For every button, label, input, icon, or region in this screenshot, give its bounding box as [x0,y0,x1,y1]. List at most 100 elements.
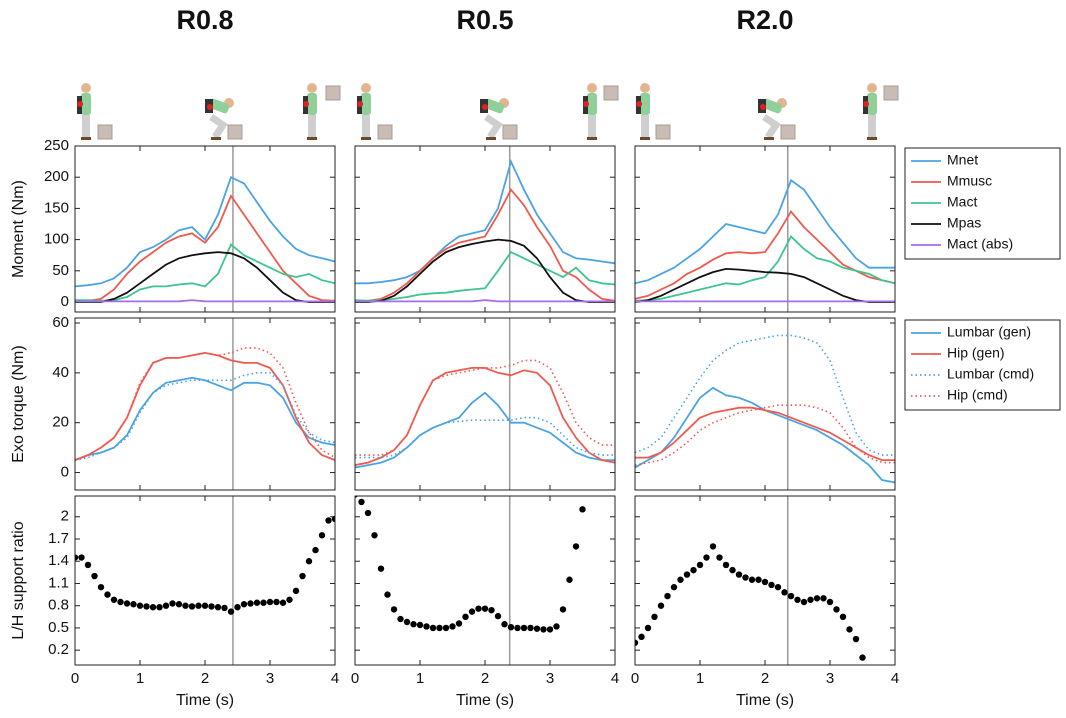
y-axis-label: Exo torque (Nm) [10,345,27,462]
point [559,606,567,613]
plot-content [75,347,335,461]
point [761,578,769,586]
point [846,626,853,633]
series-line [355,367,615,466]
legend-box [904,319,1061,411]
point [514,624,521,632]
point [260,599,267,606]
point [442,624,450,632]
point [449,623,456,630]
y-tick-label: 0.2 [48,641,69,658]
point [807,596,814,603]
frame [354,495,616,666]
point [755,576,762,583]
series-line [355,238,615,303]
series-line [355,391,615,469]
series-line [75,299,335,303]
y-tick-label: 60 [52,314,69,331]
point [286,596,293,603]
point [683,571,691,578]
x-tick-label: 3 [266,670,274,687]
y-tick-label: 50 [52,262,69,279]
point [826,598,834,606]
series-line [75,376,335,461]
series-line [75,175,335,288]
point [572,543,580,550]
x-axis-label: Time (s) [736,692,794,709]
x-tick-label: 0 [71,670,79,687]
point [384,591,391,598]
plot-area [75,318,335,490]
point [729,566,736,574]
point [787,592,795,600]
point [78,554,85,561]
point [709,543,717,550]
point [677,576,684,583]
legend-label: Mnet [947,152,978,168]
frame [74,145,336,313]
series-line [635,209,895,300]
series-line [355,416,615,459]
point [546,626,554,633]
point [820,595,827,602]
point [123,600,131,607]
point [162,602,170,609]
point [214,603,222,611]
y-tick-label: 2 [61,508,69,525]
legend-label: Lumbar (gen) [947,324,1031,340]
point [104,591,111,598]
point [553,623,560,630]
legend-label: Mact (abs) [947,236,1013,252]
x-tick-label: 4 [891,670,899,687]
plot-area [75,496,335,665]
point [149,603,157,611]
point [722,561,730,569]
y-axis-label: Moment (Nm) [10,180,27,278]
point [390,606,398,613]
plot-content [635,543,866,661]
y-axis-label: L/H support ratio [10,521,27,639]
frame [634,145,896,313]
y-tick-label: 250 [44,137,69,154]
x-tick-label: 1 [136,670,144,687]
plot-content [75,175,335,303]
point [397,615,404,623]
y-tick-label: 0 [61,293,69,310]
series-line [635,178,895,285]
point [462,613,469,621]
y-tick-label: 1.1 [48,574,69,591]
x-tick-label: 3 [546,670,554,687]
point [91,572,98,580]
point [240,601,248,608]
point [253,599,261,606]
series-line [635,235,895,302]
point [201,602,209,609]
plot-content [75,515,335,615]
y-tick-label: 40 [52,364,69,381]
series-line [355,188,615,302]
x-tick-label: 4 [611,670,619,687]
point [364,509,372,517]
series-line [355,250,615,302]
plot-area [635,318,895,490]
legend-label: Mpas [947,215,981,231]
point [182,602,189,609]
y-tick-label: 1.4 [48,552,69,569]
series-line [355,158,615,285]
series-line [635,334,895,456]
plot-content [355,158,615,303]
point [481,605,489,612]
plot-area [355,496,615,665]
chart-title: R0.5 [456,5,513,35]
point [279,599,287,606]
y-tick-label: 1.7 [48,530,69,547]
point [638,633,645,641]
point [859,654,866,661]
chart-title: R0.8 [176,5,233,35]
point [110,596,118,603]
point [97,583,105,591]
point [690,566,697,574]
point [774,583,782,591]
point [227,608,235,615]
point [748,576,756,583]
